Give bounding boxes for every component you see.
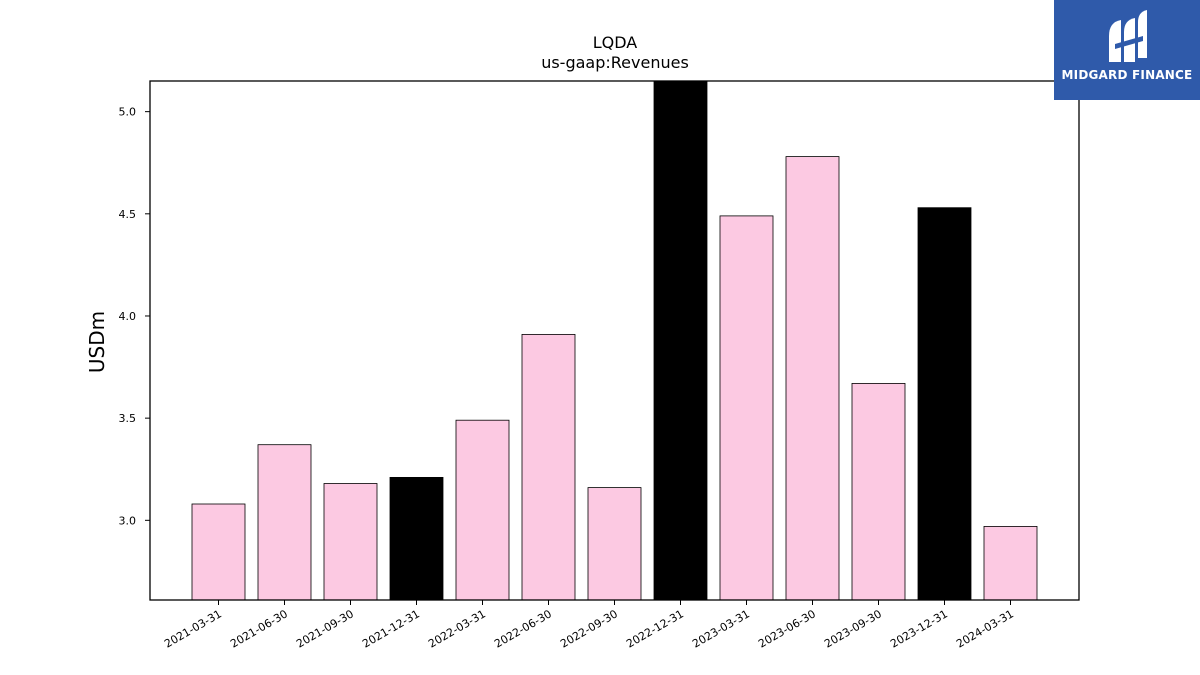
x-tick-label: 2022-12-31	[624, 607, 686, 650]
x-tick-label: 2021-06-30	[228, 607, 290, 650]
y-tick-label: 5.0	[119, 106, 137, 119]
midgard-finance-logo: MIDGARD FINANCE	[1054, 0, 1200, 100]
bar-2023-09-30	[851, 382, 906, 601]
y-tick-label: 3.0	[119, 514, 137, 527]
x-tick-label: 2021-09-30	[294, 607, 356, 650]
bar-2024-03-31	[983, 526, 1038, 601]
bar-2021-09-30	[323, 483, 378, 601]
y-tick-label: 3.5	[119, 412, 137, 425]
x-tick-label: 2023-12-31	[888, 607, 950, 650]
bar-2021-12-31	[389, 476, 444, 601]
x-tick-label: 2023-03-31	[690, 607, 752, 650]
bar-2022-06-30	[521, 333, 576, 601]
bar-2022-12-31	[653, 80, 708, 601]
x-tick-label: 2023-09-30	[822, 607, 884, 650]
bar-2021-06-30	[257, 444, 312, 601]
x-tick-label: 2024-03-31	[954, 607, 1016, 650]
x-tick-label: 2022-03-31	[426, 607, 488, 650]
bar-2023-03-31	[719, 215, 774, 601]
logo-text: MIDGARD FINANCE	[1061, 68, 1193, 82]
x-tick-label: 2022-09-30	[558, 607, 620, 650]
y-axis-ticks: 3.0 3.5 4.0 4.5 5.0	[119, 106, 150, 527]
x-axis-ticks: 2021-03-31 2021-06-30 2021-09-30 2021-12-31…	[162, 600, 1016, 651]
plot-frame	[149, 80, 1080, 601]
y-tick-label: 4.5	[119, 208, 137, 221]
x-tick-label: 2023-06-30	[756, 607, 818, 650]
y-axis-label: USDm	[85, 311, 109, 373]
bar-2021-03-31	[191, 503, 246, 601]
bar-2022-09-30	[587, 487, 642, 601]
x-tick-label: 2022-06-30	[492, 607, 554, 650]
x-tick-label: 2021-03-31	[162, 607, 224, 650]
midgard-logo-icon	[1109, 10, 1147, 62]
bars-group	[191, 80, 1038, 601]
bar-2023-12-31	[917, 207, 972, 601]
bar-2023-06-30	[785, 156, 840, 601]
y-tick-label: 4.0	[119, 310, 137, 323]
chart-title: LQDA	[593, 33, 638, 52]
chart-subtitle: us-gaap:Revenues	[541, 53, 689, 72]
bar-2022-03-31	[455, 419, 510, 601]
x-tick-label: 2021-12-31	[360, 607, 422, 650]
